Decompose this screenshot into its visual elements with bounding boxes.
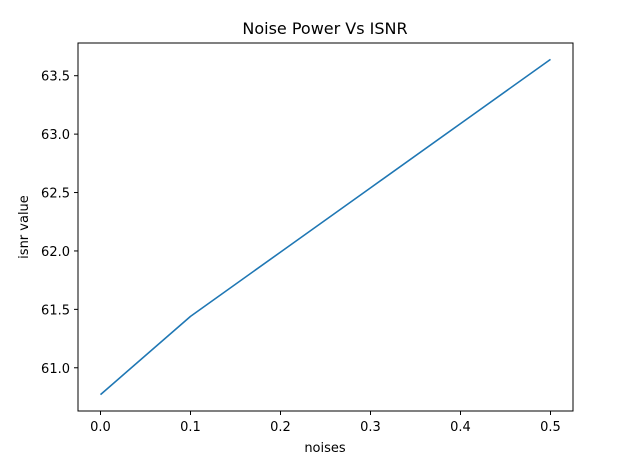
x-tick-label: 0.1 — [180, 420, 201, 435]
x-axis-ticks: 0.0 0.1 0.2 0.3 0.4 0.5 — [90, 411, 561, 435]
y-tick-label: 62.5 — [41, 187, 70, 202]
y-axis-ticks: 61.0 61.5 62.0 62.5 63.0 63.5 — [41, 70, 78, 377]
y-tick-label: 62.0 — [41, 245, 70, 260]
x-tick-label: 0.3 — [360, 420, 381, 435]
x-tick-label: 0.4 — [450, 420, 471, 435]
y-tick-label: 61.5 — [41, 303, 70, 318]
axes-frame — [77, 42, 574, 412]
x-tick-label: 0.2 — [270, 420, 291, 435]
x-tick-label: 0.0 — [90, 420, 111, 435]
x-axis-label: noises — [304, 441, 346, 456]
plot-area — [99, 58, 551, 396]
y-tick-label: 61.0 — [41, 362, 70, 377]
series-line-0 — [99, 58, 551, 396]
y-axis-label: isnr value — [17, 195, 32, 259]
x-tick-label: 0.5 — [540, 420, 561, 435]
y-tick-label: 63.5 — [41, 70, 70, 85]
chart-title: Noise Power Vs ISNR — [242, 19, 407, 38]
y-tick-label: 63.0 — [41, 128, 70, 143]
